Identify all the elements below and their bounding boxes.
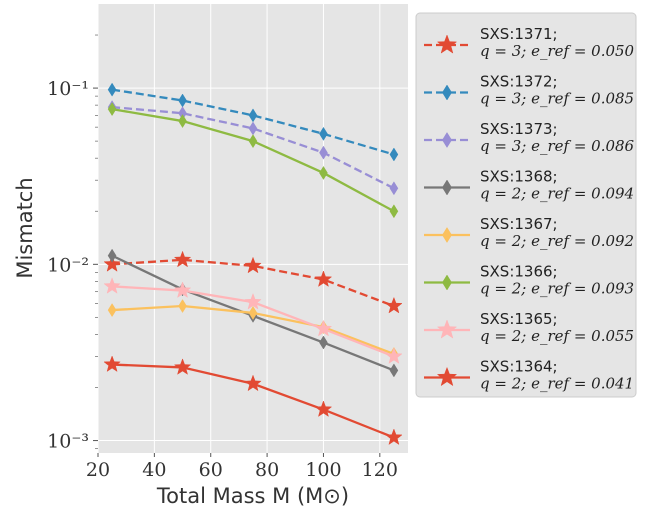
series-sxs-1364 [103, 355, 403, 446]
data-point [107, 248, 117, 263]
legend-marker [442, 84, 452, 101]
data-point [248, 134, 258, 149]
data-point [319, 145, 328, 160]
x-tick-label: 120 [362, 459, 398, 481]
data-point [178, 114, 187, 129]
legend-params: q = 2; e_ref = 0.094 [480, 185, 634, 203]
y-axis-title-text: Mismatch [13, 177, 37, 278]
legend-marker [442, 227, 452, 243]
data-point [319, 165, 328, 180]
legend-params: q = 2; e_ref = 0.092 [480, 232, 634, 250]
legend-entry: SXS:1364;q = 2; e_ref = 0.041 [424, 358, 634, 393]
series-sxs-1366 [107, 102, 399, 219]
x-axis-title-text: Total Mass M (M⊙) [156, 484, 349, 508]
legend-entry: SXS:1368;q = 2; e_ref = 0.094 [424, 168, 634, 203]
series-sxs-1365 [103, 277, 403, 364]
legend-marker [436, 34, 458, 54]
series-sxs-1371 [103, 250, 403, 314]
legend-label: SXS:1371; [480, 25, 558, 43]
x-tick-label: 80 [255, 459, 279, 481]
data-point [314, 319, 333, 337]
y-axis-ticks: 10⁻³ 10⁻² 10⁻¹ [47, 34, 98, 453]
legend-entry: SXS:1373;q = 3; e_ref = 0.086 [424, 120, 635, 155]
legend-marker [442, 179, 452, 196]
data-point [248, 305, 258, 320]
series-sxs-1367 [107, 299, 399, 361]
legend-params: q = 2; e_ref = 0.041 [480, 375, 634, 393]
legend-label: SXS:1366; [480, 263, 558, 281]
legend-params: q = 3; e_ref = 0.085 [480, 90, 634, 108]
data-point [103, 355, 121, 372]
data-point [103, 255, 121, 272]
legend-entry: SXS:1371;q = 3; e_ref = 0.050 [424, 25, 635, 60]
data-point [385, 296, 403, 314]
legend-label: SXS:1373; [480, 120, 558, 138]
data-point [385, 428, 403, 446]
legend-marker [442, 132, 452, 148]
x-tick-label: 60 [199, 459, 223, 481]
legend-entry: SXS:1365;q = 2; e_ref = 0.055 [424, 310, 634, 345]
data-point [385, 347, 403, 364]
data-point [244, 374, 262, 392]
legend-label: SXS:1368; [480, 168, 558, 186]
x-axis-ticks: 20 40 60 80 100 120 [86, 453, 398, 481]
legend-marker [442, 274, 452, 291]
data-point [107, 303, 117, 318]
legend-entry: SXS:1367;q = 2; e_ref = 0.092 [424, 215, 634, 250]
data-point [389, 363, 399, 378]
data-point [389, 181, 399, 196]
x-tick-label: 100 [305, 459, 341, 481]
data-point [244, 292, 262, 310]
data-point [389, 204, 399, 219]
legend-label: SXS:1365; [480, 310, 558, 328]
data-point [389, 147, 399, 162]
data-point [173, 281, 192, 298]
series-line [111, 88, 395, 156]
data-point [173, 358, 192, 375]
y-tick-label: 10⁻¹ [47, 78, 89, 100]
data-point [107, 102, 117, 117]
legend-params: q = 2; e_ref = 0.055 [480, 327, 634, 345]
data-point [103, 277, 121, 294]
y-tick-label: 10⁻² [47, 254, 89, 276]
data-point [319, 335, 328, 350]
y-tick-label: 10⁻³ [47, 431, 89, 453]
legend-box [415, 12, 637, 398]
x-axis-title: Total Mass M (M⊙) [156, 484, 349, 508]
legend-entry: SXS:1372;q = 3; e_ref = 0.085 [424, 73, 634, 108]
data-point [314, 270, 333, 287]
data-point [178, 299, 187, 313]
data-point [319, 126, 328, 141]
legend-label: SXS:1372; [480, 73, 558, 91]
data-point [107, 82, 117, 97]
legend-label: SXS:1367; [480, 215, 558, 233]
legend-params: q = 3; e_ref = 0.050 [480, 42, 635, 60]
x-tick-label: 40 [142, 459, 166, 481]
legend-params: q = 2; e_ref = 0.093 [480, 280, 634, 298]
series-line [111, 105, 395, 190]
legend-marker [436, 366, 458, 387]
series-sxs-1372 [107, 82, 399, 162]
legend-params: q = 3; e_ref = 0.086 [480, 137, 635, 155]
y-axis-title: Mismatch [13, 177, 37, 278]
grid-lines [97, 4, 408, 453]
data-point [314, 400, 333, 417]
series-layer [103, 82, 403, 446]
legend-label: SXS:1364; [480, 358, 558, 376]
legend-entry: SXS:1366;q = 2; e_ref = 0.093 [424, 263, 634, 298]
x-tick-label: 20 [86, 459, 110, 481]
legend-marker [436, 319, 458, 339]
data-point [173, 250, 192, 268]
legend: SXS:1371;q = 3; e_ref = 0.050SXS:1372;q … [415, 12, 637, 398]
data-point [244, 256, 262, 274]
